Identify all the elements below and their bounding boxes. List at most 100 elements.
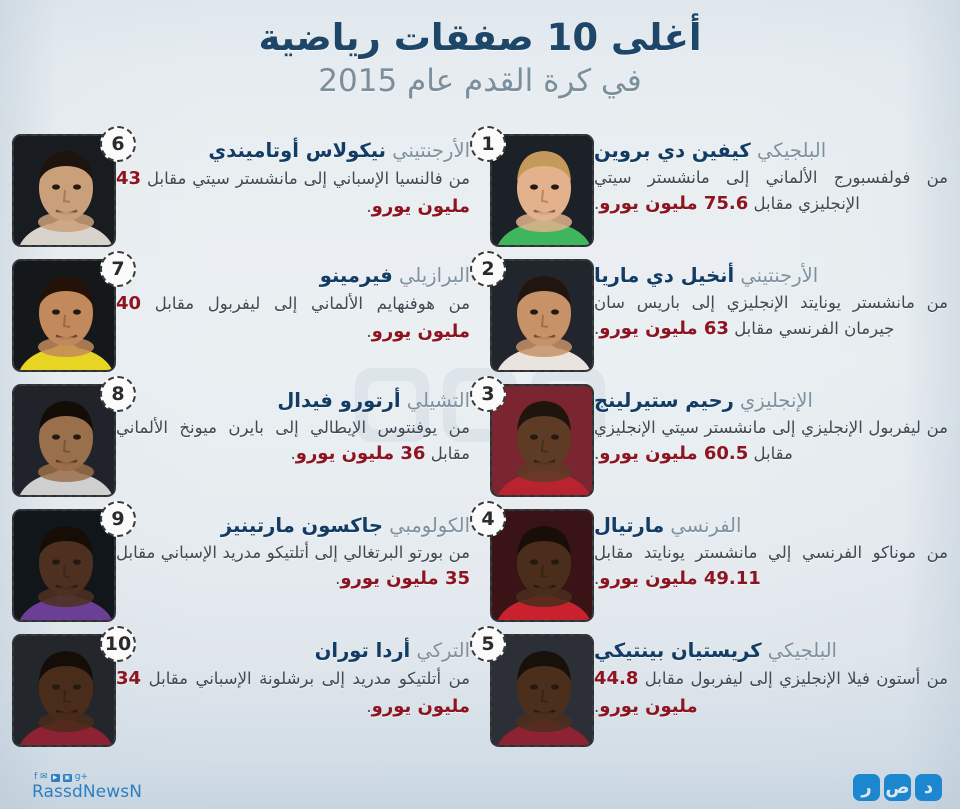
player-nationality: الأرجنتيني	[392, 139, 470, 162]
entry-text: الكولومبي جاكسون مارتينيز من بورتو البرتغ…	[116, 505, 470, 593]
player-photo-wrap: 4	[470, 501, 594, 622]
transfer-route: من موناكو الفرنسي إلي مانشستر يونايتد مق…	[594, 543, 948, 563]
entry-name-line: الإنجليزي رحيم ستيرلينج	[594, 388, 948, 414]
brand-name: RassdNewsN	[32, 782, 143, 802]
entry-description: من هوفنهايم الألماني إلى ليفربول مقابل 4…	[116, 290, 470, 345]
rank-badge: 4	[470, 501, 506, 537]
player-face	[14, 636, 114, 745]
transfer-entry: البلجيكي كريستيان بينتيكي من أستون فيلا ا…	[470, 626, 960, 755]
sentence-end: .	[594, 319, 600, 339]
entry-name-line: الأرجنتيني نيكولاس أوتاميندي	[116, 138, 470, 164]
player-photo-christian-benteke	[490, 634, 594, 747]
transfer-fee: 63 مليون يورو	[599, 318, 729, 340]
player-face	[492, 136, 592, 245]
player-name: أنخيل دي ماريا	[594, 264, 735, 287]
youtube-icon[interactable]: ▶	[50, 773, 60, 782]
player-name: كريستيان بينتيكي	[594, 639, 762, 662]
sentence-end: .	[366, 696, 372, 716]
transfer-fee: 75.6 مليون يورو	[599, 193, 749, 215]
transfer-route: من أستون فيلا الإنجليزي إلى ليفربول مقاب…	[644, 669, 948, 689]
sentence-end: .	[594, 569, 600, 589]
social-links-row[interactable]: f ✉ ▶ ▣ g+	[34, 773, 142, 782]
rank-badge: 10	[100, 626, 136, 662]
entry-name-line: التركي أردا توران	[116, 638, 470, 664]
entry-name-line: الكولومبي جاكسون مارتينيز	[116, 513, 470, 539]
player-photo-arda-turan	[12, 634, 116, 747]
entry-description: من مانشستر يونايتد الإنجليزي إلى باريس س…	[594, 290, 948, 342]
entry-text: الأرجنتيني أنخيل دي ماريا من مانشستر يونا…	[594, 255, 948, 343]
player-face	[492, 386, 592, 495]
player-face	[492, 261, 592, 370]
player-photo-roberto-firmino	[12, 259, 116, 372]
player-photo-wrap: 5	[470, 626, 594, 747]
player-name: أرتورو فيدال	[277, 389, 401, 412]
transfer-route: من بورتو البرتغالي إلى أتلتيكو مدريد الإ…	[116, 543, 470, 563]
transfer-fee: 40 مليون يورو	[116, 293, 470, 342]
transfer-route: من مانشستر يونايتد الإنجليزي إلى باريس س…	[594, 293, 948, 339]
entry-description: من موناكو الفرنسي إلي مانشستر يونايتد مق…	[594, 540, 948, 592]
rank-badge: 2	[470, 251, 506, 287]
transfer-entry: البرازيلي فيرمينو من هوفنهايم الألماني إل…	[0, 251, 480, 380]
entry-text: الفرنسي مارتيال من موناكو الفرنسي إلي مان…	[594, 505, 948, 593]
rank-badge: 6	[100, 126, 136, 162]
entry-description: من فالنسيا الإسباني إلى مانشستر سيتي مقا…	[116, 165, 470, 220]
transfer-fee: 44.8 مليون يورو	[594, 668, 698, 717]
entries-column-right: البلجيكي كيفين دي بروين من فولفسبورج الأل…	[470, 126, 960, 775]
entry-name-line: البرازيلي فيرمينو	[116, 263, 470, 289]
player-name: مارتيال	[594, 514, 665, 537]
player-face	[14, 136, 114, 245]
player-nationality: الكولومبي	[389, 514, 470, 537]
player-photo-wrap: 2	[470, 251, 594, 372]
rank-badge: 8	[100, 376, 136, 412]
entry-text: البرازيلي فيرمينو من هوفنهايم الألماني إل…	[116, 255, 470, 345]
transfer-entry: الفرنسي مارتيال من موناكو الفرنسي إلي مان…	[470, 501, 960, 630]
player-nationality: البرازيلي	[399, 264, 470, 287]
entry-text: البلجيكي كيفين دي بروين من فولفسبورج الأل…	[594, 130, 948, 218]
entry-text: التشيلي أرتورو فيدال من يوفنتوس الإيطالي …	[116, 380, 470, 468]
player-face	[14, 386, 114, 495]
transfer-entry: الكولومبي جاكسون مارتينيز من بورتو البرتغ…	[0, 501, 480, 630]
player-photo-wrap: 6	[12, 126, 136, 247]
page-subtitle: في كرة القدم عام 2015	[318, 62, 642, 99]
sentence-end: .	[335, 569, 341, 589]
facebook-icon[interactable]: f	[34, 772, 38, 782]
transfer-route: من ليفربول الإنجليزي إلى مانشستر سيتي ال…	[594, 418, 948, 464]
entry-name-line: الأرجنتيني أنخيل دي ماريا	[594, 263, 948, 289]
player-name: جاكسون مارتينيز	[220, 514, 383, 537]
player-face	[492, 636, 592, 745]
player-name: فيرمينو	[319, 264, 393, 287]
entry-text: الإنجليزي رحيم ستيرلينج من ليفربول الإنجل…	[594, 380, 948, 468]
player-name: نيكولاس أوتاميندي	[208, 139, 386, 162]
entry-name-line: الفرنسي مارتيال	[594, 513, 948, 539]
page-title: أغلى 10 صفقات رياضية	[258, 16, 702, 59]
player-name: أردا توران	[314, 639, 411, 662]
brand-block: f ✉ ▶ ▣ g+ RassdNewsN	[32, 773, 143, 802]
entry-description: من فولفسبورج الألماني إلى مانشستر سيتي ا…	[594, 165, 948, 217]
player-photo-angel-di-maria	[490, 259, 594, 372]
entry-description: من أتلتيكو مدريد إلى برشلونة الإسباني مق…	[116, 665, 470, 720]
sentence-end: .	[594, 194, 600, 214]
logo-tile: ص	[884, 774, 911, 801]
player-photo-arturo-vidal	[12, 384, 116, 497]
transfer-route: من هوفنهايم الألماني إلى ليفربول مقابل	[154, 294, 470, 314]
player-photo-nicolas-otamendi	[12, 134, 116, 247]
player-face	[14, 511, 114, 620]
entry-description: من ليفربول الإنجليزي إلى مانشستر سيتي ال…	[594, 415, 948, 467]
instagram-icon[interactable]: ▣	[62, 773, 72, 782]
entry-description: من بورتو البرتغالي إلى أتلتيكو مدريد الإ…	[116, 540, 470, 592]
player-nationality: الفرنسي	[670, 514, 742, 537]
player-nationality: التشيلي	[406, 389, 470, 412]
transfer-route: من أتلتيكو مدريد إلى برشلونة الإسباني مق…	[148, 669, 470, 689]
transfer-fee: 43 مليون يورو	[116, 168, 470, 217]
rank-badge: 7	[100, 251, 136, 287]
sentence-end: .	[290, 444, 296, 464]
player-nationality: الأرجنتيني	[740, 264, 819, 287]
player-photo-anthony-martial	[490, 509, 594, 622]
googleplus-icon[interactable]: g+	[74, 772, 88, 782]
sentence-end: .	[366, 321, 372, 341]
twitter-icon[interactable]: ✉	[40, 772, 48, 782]
rank-badge: 9	[100, 501, 136, 537]
transfer-entry: الإنجليزي رحيم ستيرلينج من ليفربول الإنجل…	[470, 376, 960, 505]
